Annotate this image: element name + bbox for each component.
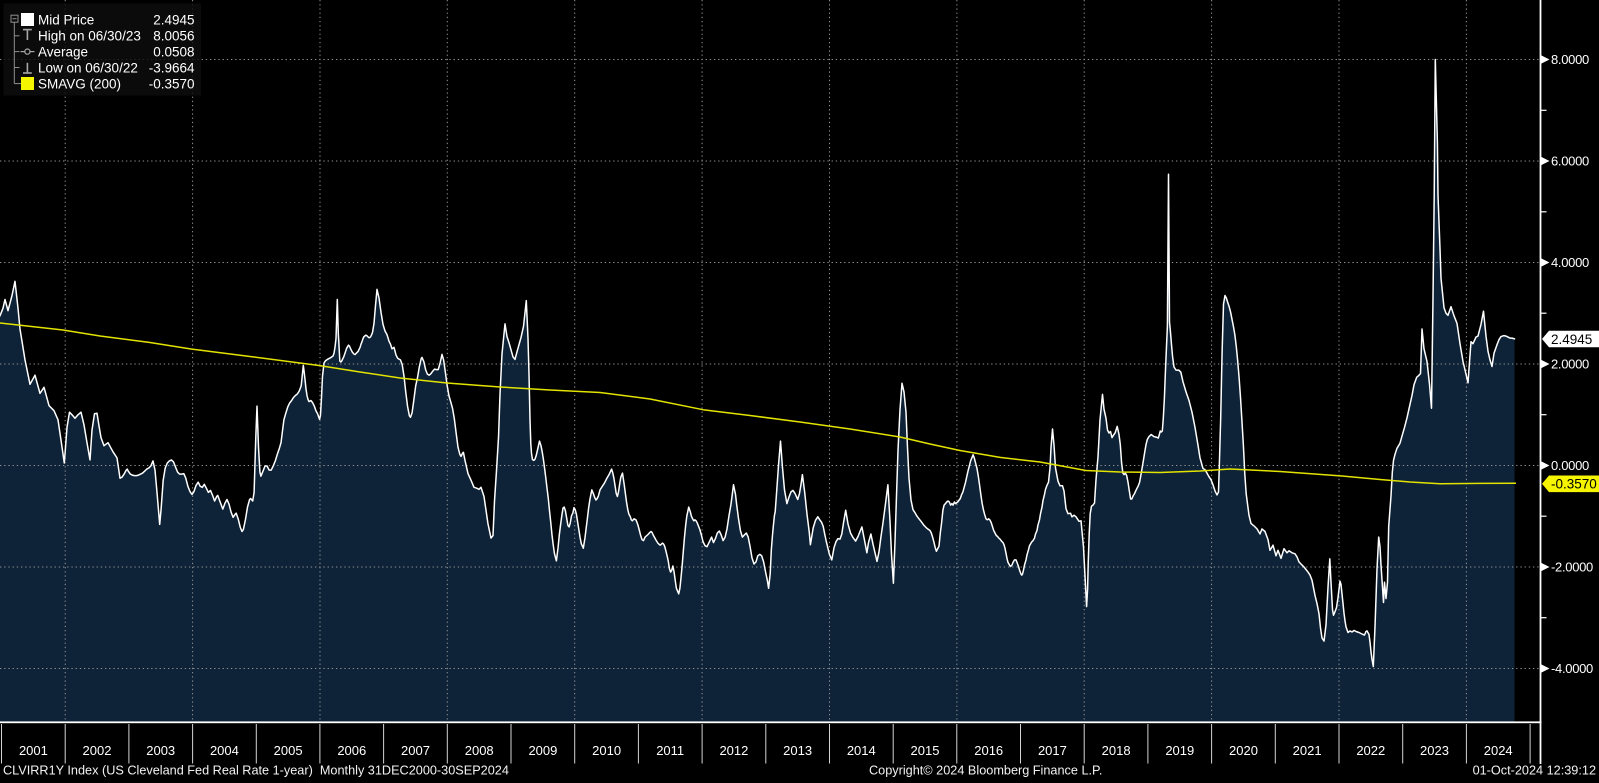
svg-text:2009: 2009	[528, 743, 557, 758]
svg-text:4.0000: 4.0000	[1551, 255, 1589, 270]
svg-text:Mid Price: Mid Price	[38, 13, 94, 28]
svg-text:01-Oct-2024 12:39:12: 01-Oct-2024 12:39:12	[1473, 764, 1596, 778]
svg-text:Low on 06/30/22: Low on 06/30/22	[38, 60, 138, 75]
svg-text:2011: 2011	[656, 743, 684, 758]
svg-text:2020: 2020	[1229, 743, 1258, 758]
svg-text:2007: 2007	[401, 743, 430, 758]
svg-text:2006: 2006	[337, 743, 366, 758]
svg-text:2017: 2017	[1038, 743, 1067, 758]
svg-text:2012: 2012	[719, 743, 748, 758]
svg-text:8.0000: 8.0000	[1551, 52, 1589, 67]
svg-text:2002: 2002	[83, 743, 112, 758]
svg-text:2019: 2019	[1165, 743, 1194, 758]
svg-text:2016: 2016	[974, 743, 1003, 758]
svg-text:2001: 2001	[19, 743, 48, 758]
svg-text:2003: 2003	[146, 743, 175, 758]
svg-text:-0.3570: -0.3570	[149, 76, 195, 91]
svg-text:2024: 2024	[1484, 743, 1513, 758]
svg-text:SMAVG (200): SMAVG (200)	[38, 76, 121, 91]
svg-text:2013: 2013	[783, 743, 812, 758]
svg-text:2021: 2021	[1293, 743, 1322, 758]
svg-text:Average: Average	[38, 44, 88, 59]
svg-text:2004: 2004	[210, 743, 239, 758]
svg-text:2.4945: 2.4945	[153, 13, 194, 28]
svg-text:High on 06/30/23: High on 06/30/23	[38, 29, 141, 44]
svg-text:2014: 2014	[847, 743, 876, 758]
svg-text:-0.3570: -0.3570	[1551, 477, 1597, 492]
svg-text:2018: 2018	[1102, 743, 1131, 758]
svg-text:2010: 2010	[592, 743, 621, 758]
svg-text:2023: 2023	[1420, 743, 1449, 758]
svg-text:8.0056: 8.0056	[153, 29, 194, 44]
svg-text:6.0000: 6.0000	[1551, 154, 1589, 169]
svg-text:2.0000: 2.0000	[1551, 357, 1589, 372]
svg-text:2022: 2022	[1356, 743, 1385, 758]
svg-text:Copyright© 2024 Bloomberg Fina: Copyright© 2024 Bloomberg Finance L.P.	[869, 764, 1102, 778]
svg-text:2015: 2015	[911, 743, 940, 758]
svg-text:0.0000: 0.0000	[1551, 458, 1589, 473]
svg-text:-4.0000: -4.0000	[1551, 661, 1593, 676]
svg-text:0.0508: 0.0508	[153, 44, 194, 59]
svg-text:-3.9664: -3.9664	[149, 60, 195, 75]
svg-text:2.4945: 2.4945	[1551, 332, 1592, 347]
svg-text:2008: 2008	[465, 743, 494, 758]
svg-text:CLVIRR1Y Index (US Cleveland F: CLVIRR1Y Index (US Cleveland Fed Real Ra…	[3, 764, 509, 778]
svg-text:-2.0000: -2.0000	[1551, 560, 1593, 575]
svg-text:2005: 2005	[274, 743, 303, 758]
